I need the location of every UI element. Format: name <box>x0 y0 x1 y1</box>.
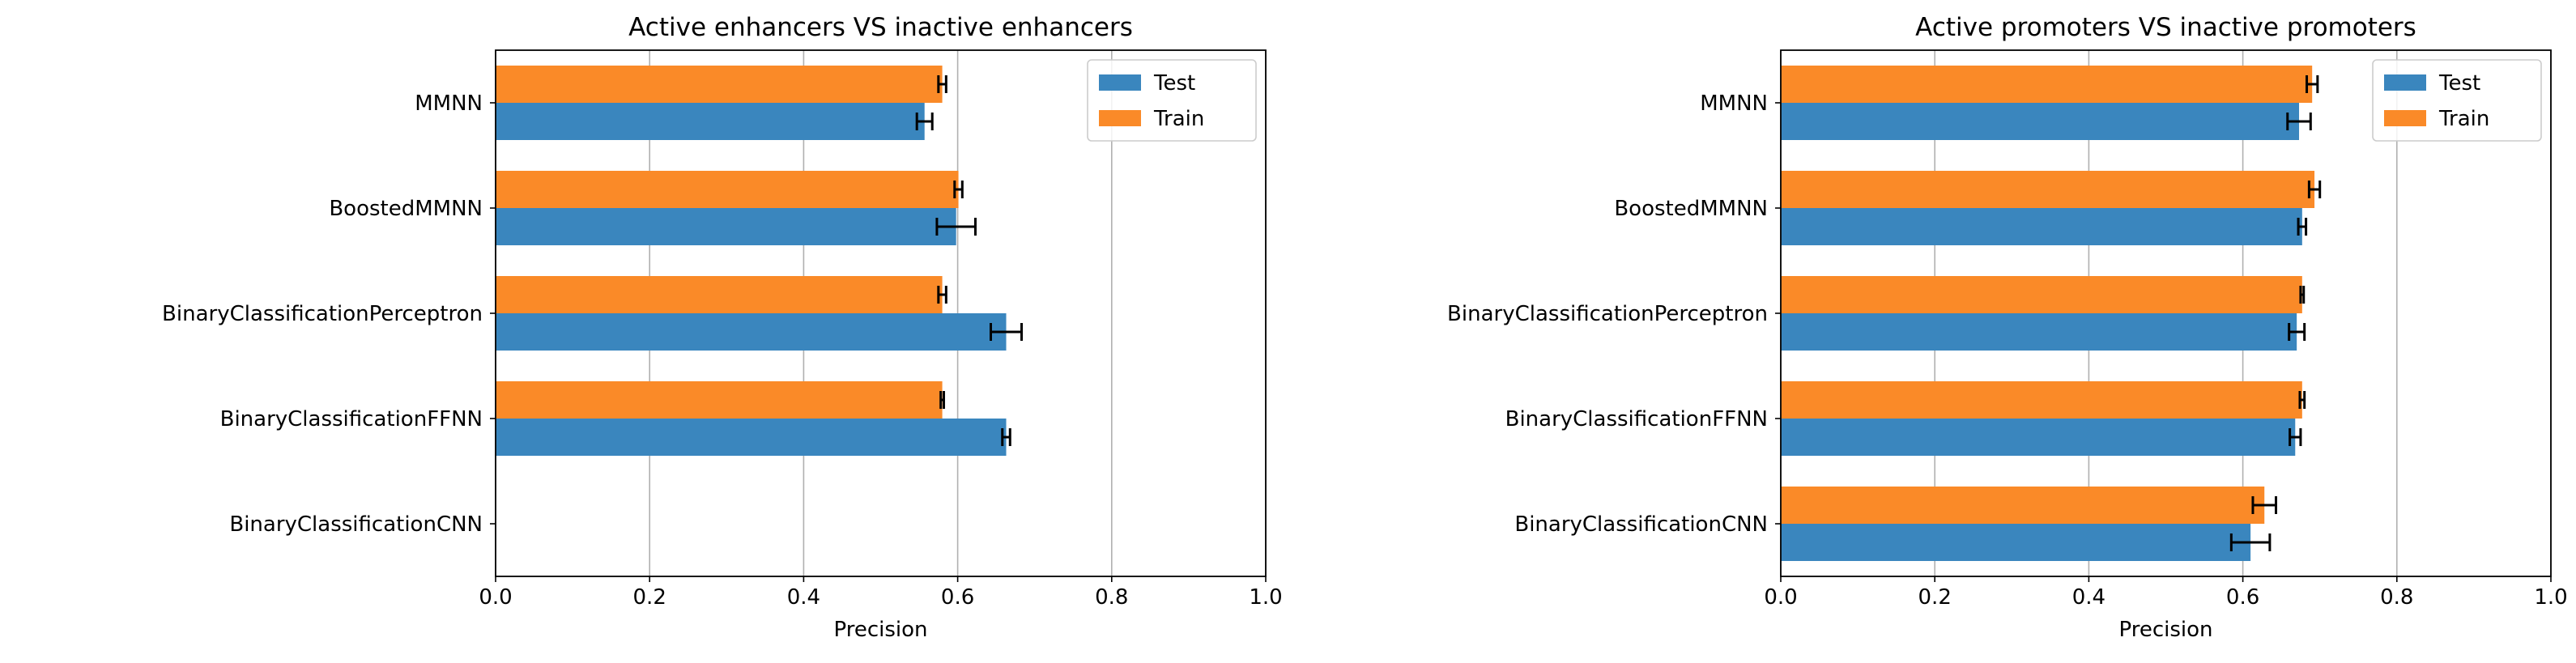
bar-train-1 <box>1781 171 2315 208</box>
category-label: MMNN <box>1700 91 1768 116</box>
legend-swatch-train <box>1099 110 1141 126</box>
bar-train-1 <box>496 171 959 208</box>
category-label: BinaryClassificationCNN <box>229 512 483 537</box>
bar-train-3 <box>496 381 943 419</box>
legend-swatch-train <box>2384 110 2426 126</box>
category-label: BoostedMMNN <box>1614 197 1768 221</box>
x-tick-label: 0.8 <box>1095 585 1128 610</box>
category-label: BoostedMMNN <box>329 197 483 221</box>
x-axis-label: Precision <box>833 618 927 642</box>
chart-title: Active enhancers VS inactive enhancers <box>628 13 1133 42</box>
legend-label-train: Train <box>2438 107 2489 131</box>
x-axis-label: Precision <box>2118 618 2212 642</box>
legend-label-test: Test <box>2438 71 2480 96</box>
bar-train-2 <box>496 276 943 313</box>
x-tick-label: 0.2 <box>1918 585 1952 610</box>
category-label: BinaryClassificationFFNN <box>220 407 483 431</box>
bar-test-0 <box>1781 103 2300 140</box>
x-tick-label: 0.8 <box>2380 585 2413 610</box>
x-tick-label: 0.0 <box>1764 585 1797 610</box>
chart-panel-1: 0.0 0.2 0.4 0.6 0.8 1.0 MMNN BoostedMMNN BinaryC… <box>162 13 1283 642</box>
bar-train-4 <box>1781 487 2265 524</box>
plot-frame <box>495 49 1267 577</box>
x-tick-label: 0.4 <box>2072 585 2106 610</box>
legend: Test Train <box>1087 59 1257 142</box>
x-tick-label: 0.2 <box>633 585 666 610</box>
legend-swatch-test <box>2384 74 2426 91</box>
category-label: BinaryClassificationFFNN <box>1505 407 1768 431</box>
bar-train-0 <box>496 66 943 103</box>
bar-test-1 <box>1781 208 2302 245</box>
x-tick-label: 0.4 <box>787 585 820 610</box>
bar-train-3 <box>1781 381 2302 419</box>
bar-train-2 <box>1781 276 2302 313</box>
category-label: BinaryClassificationPerceptron <box>162 302 483 326</box>
x-tick-label: 0.0 <box>479 585 512 610</box>
category-label: BinaryClassificationCNN <box>1514 512 1768 537</box>
x-tick-label: 1.0 <box>2534 585 2567 610</box>
chart-panel-2: 0.0 0.2 0.4 0.6 0.8 1.0 MMNN BoostedMMNN BinaryC… <box>1447 13 2568 642</box>
bar-test-2 <box>1781 313 2297 351</box>
x-tick-label: 0.6 <box>941 585 974 610</box>
chart-title: Active promoters VS inactive promoters <box>1915 13 2416 42</box>
category-label: BinaryClassificationPerceptron <box>1447 302 1768 326</box>
bar-test-4 <box>1781 524 2251 561</box>
legend: Test Train <box>2372 59 2542 142</box>
legend-label-train: Train <box>1153 107 1204 131</box>
bar-test-0 <box>496 103 925 140</box>
legend-swatch-test <box>1099 74 1141 91</box>
bar-test-1 <box>496 208 956 245</box>
x-tick-label: 1.0 <box>1249 585 1282 610</box>
bar-test-3 <box>496 419 1007 456</box>
legend-label-test: Test <box>1153 71 1195 96</box>
bar-train-0 <box>1781 66 2313 103</box>
bar-test-2 <box>496 313 1007 351</box>
plot-frame <box>1780 49 2552 577</box>
x-tick-label: 0.6 <box>2226 585 2259 610</box>
bar-test-3 <box>1781 419 2296 456</box>
category-label: MMNN <box>415 91 483 116</box>
